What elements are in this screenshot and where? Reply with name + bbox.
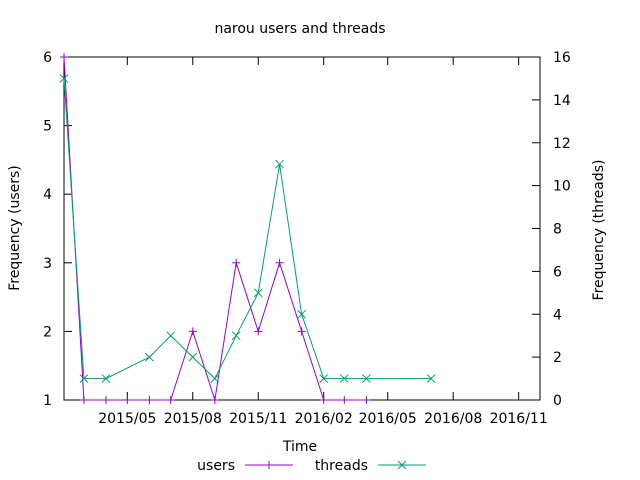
legend-marker-users [265,461,273,469]
series-layer [59,53,436,404]
point-threads-13 [362,374,371,383]
point-users-4 [145,396,154,404]
plot-frame [63,56,541,401]
point-users-9 [254,327,263,336]
y-left-tick-label-4: 5 [43,119,52,135]
point-threads-5 [188,352,198,362]
point-threads-4 [166,331,176,341]
y-left-tick-label-5: 6 [43,50,52,66]
point-users-3 [123,396,132,404]
series-threads [59,74,436,383]
point-users-14 [362,396,371,404]
y-right-tick-label-6: 12 [553,136,571,152]
y-right-tick-label-0: 0 [553,393,562,409]
chart-title: narou users and threads [214,21,385,37]
point-threads-14 [426,374,436,383]
y-left-tick-label-1: 2 [43,324,52,340]
legend-label-threads: threads [315,458,368,474]
point-threads-11 [319,374,329,383]
point-users-7 [210,396,219,404]
y-left-tick-label-0: 1 [43,393,52,409]
point-users-0 [60,53,68,61]
legend-label-users: users [197,458,235,474]
y-left-axis: 1 2 3 4 5 6 [43,50,72,409]
x-tick-label-1: 2015/08 [164,411,222,427]
point-threads-10 [297,309,306,319]
series-line-users [63,56,367,401]
y-right-tick-label-4: 8 [553,222,562,238]
point-threads-6 [210,374,220,383]
point-threads-0 [59,74,69,83]
y-right-tick-label-2: 4 [553,307,562,323]
point-threads-1 [79,374,89,383]
point-threads-2 [101,374,111,383]
point-threads-12 [339,374,349,383]
point-threads-8 [253,288,263,298]
x-tick-label-4: 2016/05 [359,411,417,427]
point-threads-3 [145,352,154,362]
y-right-tick-label-3: 6 [553,264,562,280]
x-tick-label-6: 2016/11 [490,411,548,427]
x-tick-label-3: 2016/02 [295,411,353,427]
y-left-tick-label-2: 3 [43,256,52,272]
point-threads-9 [275,159,284,169]
legend-marker-threads [397,460,407,470]
x-tick-label-0: 2015/05 [98,411,156,427]
y-right-axis: 0 2 4 6 8 10 12 14 16 [532,50,571,409]
y-right-tick-label-7: 14 [553,93,571,109]
y-right-axis-label: Frequency (threads) [591,160,607,301]
point-users-2 [101,396,110,404]
point-users-1 [79,396,88,404]
y-left-axis-label: Frequency (users) [7,165,23,291]
x-tick-label-5: 2016/08 [424,411,482,427]
point-users-12 [319,396,328,404]
x-axis: 2015/05 2015/08 2015/11 2016/02 2016/05 2016/… [98,57,548,427]
point-users-6 [188,327,197,336]
series-line-threads [63,78,432,380]
y-left-tick-label-3: 4 [43,187,52,203]
series-users [60,53,371,404]
x-tick-label-2: 2015/11 [229,411,287,427]
point-threads-7 [231,331,241,341]
point-users-10 [275,258,284,267]
point-users-13 [340,396,349,404]
point-users-11 [297,327,306,336]
x-axis-label: Time [282,439,317,455]
point-users-5 [166,396,175,404]
y-right-tick-label-5: 10 [553,179,571,195]
point-users-8 [232,258,241,267]
y-right-tick-label-1: 2 [553,350,562,366]
legend: users threads [197,458,426,474]
y-right-tick-label-8: 16 [553,50,571,66]
